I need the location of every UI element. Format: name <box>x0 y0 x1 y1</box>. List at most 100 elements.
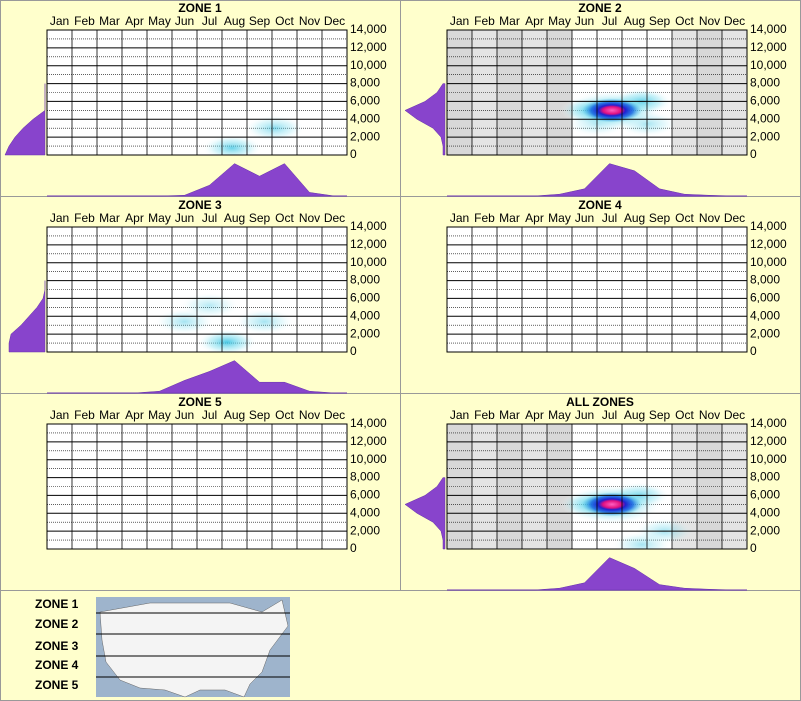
month-label: Oct <box>675 408 694 422</box>
month-label: Aug <box>224 14 245 28</box>
panel-title: ZONE 3 <box>178 198 222 212</box>
month-density <box>447 163 747 197</box>
month-label: May <box>148 408 171 422</box>
panel: ZONE 4 Jan Feb Mar Apr May Jun Jul Aug Sep Oct Nov D… <box>446 198 787 358</box>
month-label: Jul <box>602 211 617 225</box>
month-label: Jun <box>175 14 194 28</box>
y-tick-label: 10,000 <box>350 255 387 269</box>
month-density <box>447 557 747 591</box>
hotspot <box>197 329 257 352</box>
month-label: Oct <box>275 211 294 225</box>
zone-label: ZONE 5 <box>35 678 79 692</box>
shaded-month <box>672 30 697 155</box>
month-label: Dec <box>724 211 745 225</box>
hotspot <box>244 115 305 142</box>
month-label: Jan <box>450 14 469 28</box>
panel: ZONE 1 Jan Feb Mar Apr May Jun Jul Aug Sep Oct Nov D… <box>4 1 387 197</box>
month-label: Aug <box>624 408 645 422</box>
y-tick-label: 2,000 <box>350 523 380 537</box>
y-tick-label: 8,000 <box>350 76 380 90</box>
panel: ALL ZONES Jan Feb Mar Apr May Jun Jul Aug Sep Oct N… <box>404 395 787 591</box>
month-label: Jan <box>450 211 469 225</box>
panel-title: ZONE 5 <box>178 395 222 409</box>
y-tick-label: 8,000 <box>750 273 780 287</box>
y-tick-label: 6,000 <box>350 291 380 305</box>
month-label: Feb <box>74 211 95 225</box>
month-label: Jan <box>50 14 69 28</box>
month-label: Mar <box>499 14 520 28</box>
month-label: Jun <box>575 211 594 225</box>
y-tick-label: 2,000 <box>750 129 780 143</box>
y-tick-label: 6,000 <box>750 94 780 108</box>
month-label: Jul <box>202 408 217 422</box>
y-tick-label: 4,000 <box>350 111 380 125</box>
month-label: May <box>548 211 571 225</box>
elevation-density <box>404 477 446 550</box>
plot-border <box>46 29 348 156</box>
zone-label: ZONE 4 <box>35 658 79 672</box>
month-label: Feb <box>474 408 495 422</box>
shaded-month <box>472 424 497 549</box>
y-tick-label: 6,000 <box>750 488 780 502</box>
month-label: Mar <box>499 408 520 422</box>
month-label: Nov <box>299 211 320 225</box>
month-label: Dec <box>324 408 345 422</box>
shaded-month <box>522 424 547 549</box>
hotspot <box>234 308 295 335</box>
y-tick-label: 2,000 <box>350 129 380 143</box>
y-tick-label: 0 <box>750 541 757 555</box>
month-label: Nov <box>699 14 720 28</box>
month-label: Sep <box>649 211 671 225</box>
month-label: Aug <box>224 408 245 422</box>
month-label: Feb <box>74 14 95 28</box>
y-tick-label: 6,000 <box>350 488 380 502</box>
month-label: Oct <box>275 14 294 28</box>
month-label: Jan <box>50 211 69 225</box>
elevation-density <box>4 83 46 156</box>
plot-border <box>446 226 748 353</box>
shaded-month <box>522 30 547 155</box>
month-label: May <box>548 14 571 28</box>
month-label: Dec <box>724 14 745 28</box>
elevation-density <box>404 83 446 156</box>
month-label: Dec <box>724 408 745 422</box>
month-label: Jan <box>50 408 69 422</box>
month-label: Sep <box>649 408 671 422</box>
y-tick-label: 14,000 <box>750 219 787 233</box>
y-tick-label: 0 <box>350 147 357 161</box>
month-label: Mar <box>99 14 120 28</box>
month-label: Jul <box>602 408 617 422</box>
y-tick-label: 6,000 <box>750 291 780 305</box>
month-label: Sep <box>649 14 671 28</box>
month-label: Nov <box>299 408 320 422</box>
month-label: Dec <box>324 14 345 28</box>
month-label: Sep <box>249 408 271 422</box>
month-label: Apr <box>125 14 144 28</box>
panel: ZONE 2 Jan Feb Mar Apr May Jun Jul Aug Sep Oct Nov D… <box>404 1 787 197</box>
y-tick-label: 4,000 <box>750 308 780 322</box>
plot-border <box>46 226 348 353</box>
month-label: Oct <box>675 14 694 28</box>
month-label: Apr <box>525 14 544 28</box>
month-label: Nov <box>299 14 320 28</box>
hotspot <box>179 292 240 319</box>
hotspot <box>582 98 642 123</box>
y-tick-label: 8,000 <box>750 76 780 90</box>
month-label: Nov <box>699 211 720 225</box>
month-label: Apr <box>125 211 144 225</box>
y-tick-label: 14,000 <box>350 219 387 233</box>
y-tick-label: 0 <box>350 344 357 358</box>
shaded-month <box>722 424 747 549</box>
month-label: Feb <box>74 408 95 422</box>
y-tick-label: 14,000 <box>750 416 787 430</box>
shaded-month <box>472 30 497 155</box>
y-tick-label: 2,000 <box>350 326 380 340</box>
month-label: Apr <box>525 211 544 225</box>
map <box>96 597 290 698</box>
hotspot <box>582 492 642 517</box>
y-tick-label: 0 <box>750 147 757 161</box>
month-label: Jun <box>575 14 594 28</box>
month-label: Dec <box>324 211 345 225</box>
month-label: Apr <box>525 408 544 422</box>
month-label: Feb <box>474 14 495 28</box>
